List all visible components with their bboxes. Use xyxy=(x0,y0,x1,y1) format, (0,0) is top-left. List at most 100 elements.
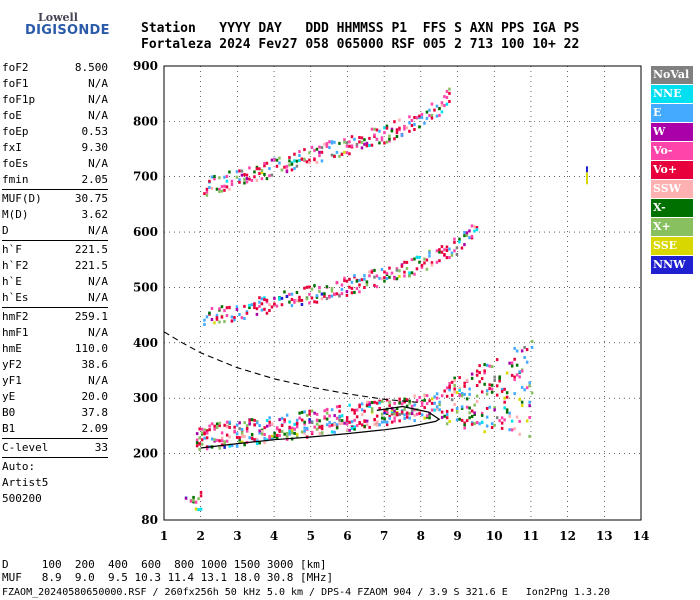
echo-point xyxy=(480,413,484,417)
echo-point xyxy=(205,190,209,194)
echo-point xyxy=(263,437,266,440)
param-value: N/A xyxy=(88,374,108,387)
echo-point xyxy=(265,300,269,304)
echo-point xyxy=(498,376,501,380)
echo-point xyxy=(310,421,314,425)
echo-point xyxy=(383,279,386,283)
echo-point xyxy=(460,394,464,398)
echo-point xyxy=(215,313,219,317)
echo-point xyxy=(408,401,411,405)
echo-point xyxy=(433,395,436,399)
echo-point xyxy=(203,436,206,440)
param-name: hmF2 xyxy=(2,310,29,323)
echo-point xyxy=(213,424,216,428)
echo-trace xyxy=(184,490,203,512)
echo-point xyxy=(378,423,381,427)
echo-point xyxy=(370,407,374,411)
echo-point xyxy=(383,417,386,421)
echo-point xyxy=(450,398,454,402)
echo-point xyxy=(385,410,389,414)
echo-point xyxy=(340,414,344,418)
echo-point xyxy=(300,298,304,302)
param-name: fxI xyxy=(2,141,22,154)
footer-distance: D 100 200 400 600 800 1000 1500 3000 [km… xyxy=(2,558,327,571)
echo-point xyxy=(513,427,516,431)
echo-point xyxy=(189,499,193,503)
echo-point xyxy=(300,303,304,306)
echo-point xyxy=(265,311,269,315)
echo-point xyxy=(443,389,446,393)
echo-point xyxy=(258,300,261,304)
param-name: foF2 xyxy=(2,61,29,74)
echo-point xyxy=(203,428,206,432)
logo-lowell: Lowell xyxy=(38,11,78,24)
echo-point xyxy=(368,274,371,278)
echo-point xyxy=(333,155,336,158)
echo-point xyxy=(428,251,431,255)
echo-point xyxy=(260,308,264,312)
echo-point xyxy=(263,172,266,176)
echo-point xyxy=(445,409,449,413)
param-group-4: hmF2 259.1 hmF1 N/A hmE 110.0 yF2 38.6 yF1 N/A yE 2… xyxy=(2,309,108,437)
echo-point xyxy=(395,135,399,138)
echo-point xyxy=(200,438,204,442)
echo-point xyxy=(373,283,376,287)
echo-point xyxy=(335,280,339,284)
echo-point xyxy=(375,414,379,418)
echo-point xyxy=(215,317,219,321)
echo-point xyxy=(320,292,324,296)
echo-point xyxy=(380,420,384,424)
param-group-2: MUF(D) 30.75 M(D) 3.62 D N/A xyxy=(2,191,108,239)
echo-point xyxy=(530,340,534,343)
echo-point xyxy=(530,346,534,349)
echo-point xyxy=(238,427,241,431)
echo-point xyxy=(320,146,324,150)
echo-point xyxy=(403,260,406,264)
echo-point xyxy=(443,95,446,99)
echo-point xyxy=(285,431,289,435)
echo-point xyxy=(370,270,374,274)
echo-point xyxy=(218,307,221,311)
echo-point xyxy=(203,192,206,196)
echo-point xyxy=(528,384,531,388)
echo-point xyxy=(358,405,361,409)
echo-point xyxy=(435,249,439,253)
echo-trace xyxy=(203,224,479,326)
echo-point xyxy=(500,426,504,430)
echo-point xyxy=(410,119,414,122)
echo-point xyxy=(255,312,259,316)
echo-point xyxy=(495,393,499,397)
echo-point xyxy=(340,287,344,291)
echo-point xyxy=(413,419,416,423)
param-row: yF2 38.6 xyxy=(2,357,108,373)
param-value: 2.05 xyxy=(81,173,109,186)
echo-point xyxy=(385,140,389,144)
echo-point xyxy=(358,421,361,425)
echo-point xyxy=(305,426,309,430)
echo-point xyxy=(208,424,211,428)
echo-point xyxy=(283,432,286,436)
echo-point xyxy=(280,416,284,420)
echo-point xyxy=(448,91,451,95)
echo-point xyxy=(365,144,369,148)
y-tick-label: 900 xyxy=(133,59,158,73)
echo-point xyxy=(230,319,234,323)
echo-point xyxy=(338,141,341,145)
echo-point xyxy=(440,410,444,414)
echo-point xyxy=(353,425,356,429)
echo-point xyxy=(250,433,254,436)
param-name: h`F xyxy=(2,243,22,256)
echo-point xyxy=(303,410,306,414)
echo-point xyxy=(385,271,389,275)
echo-point xyxy=(488,364,491,368)
echo-point xyxy=(348,285,351,289)
echo-point xyxy=(260,169,264,172)
x-tick-label: 13 xyxy=(596,529,613,543)
echo-point xyxy=(208,186,211,189)
echo-point xyxy=(290,426,294,430)
echo-point xyxy=(508,361,511,365)
echo-point xyxy=(223,445,226,449)
echo-point xyxy=(393,137,396,141)
x-tick-label: 4 xyxy=(270,529,278,543)
echo-point xyxy=(490,426,494,429)
